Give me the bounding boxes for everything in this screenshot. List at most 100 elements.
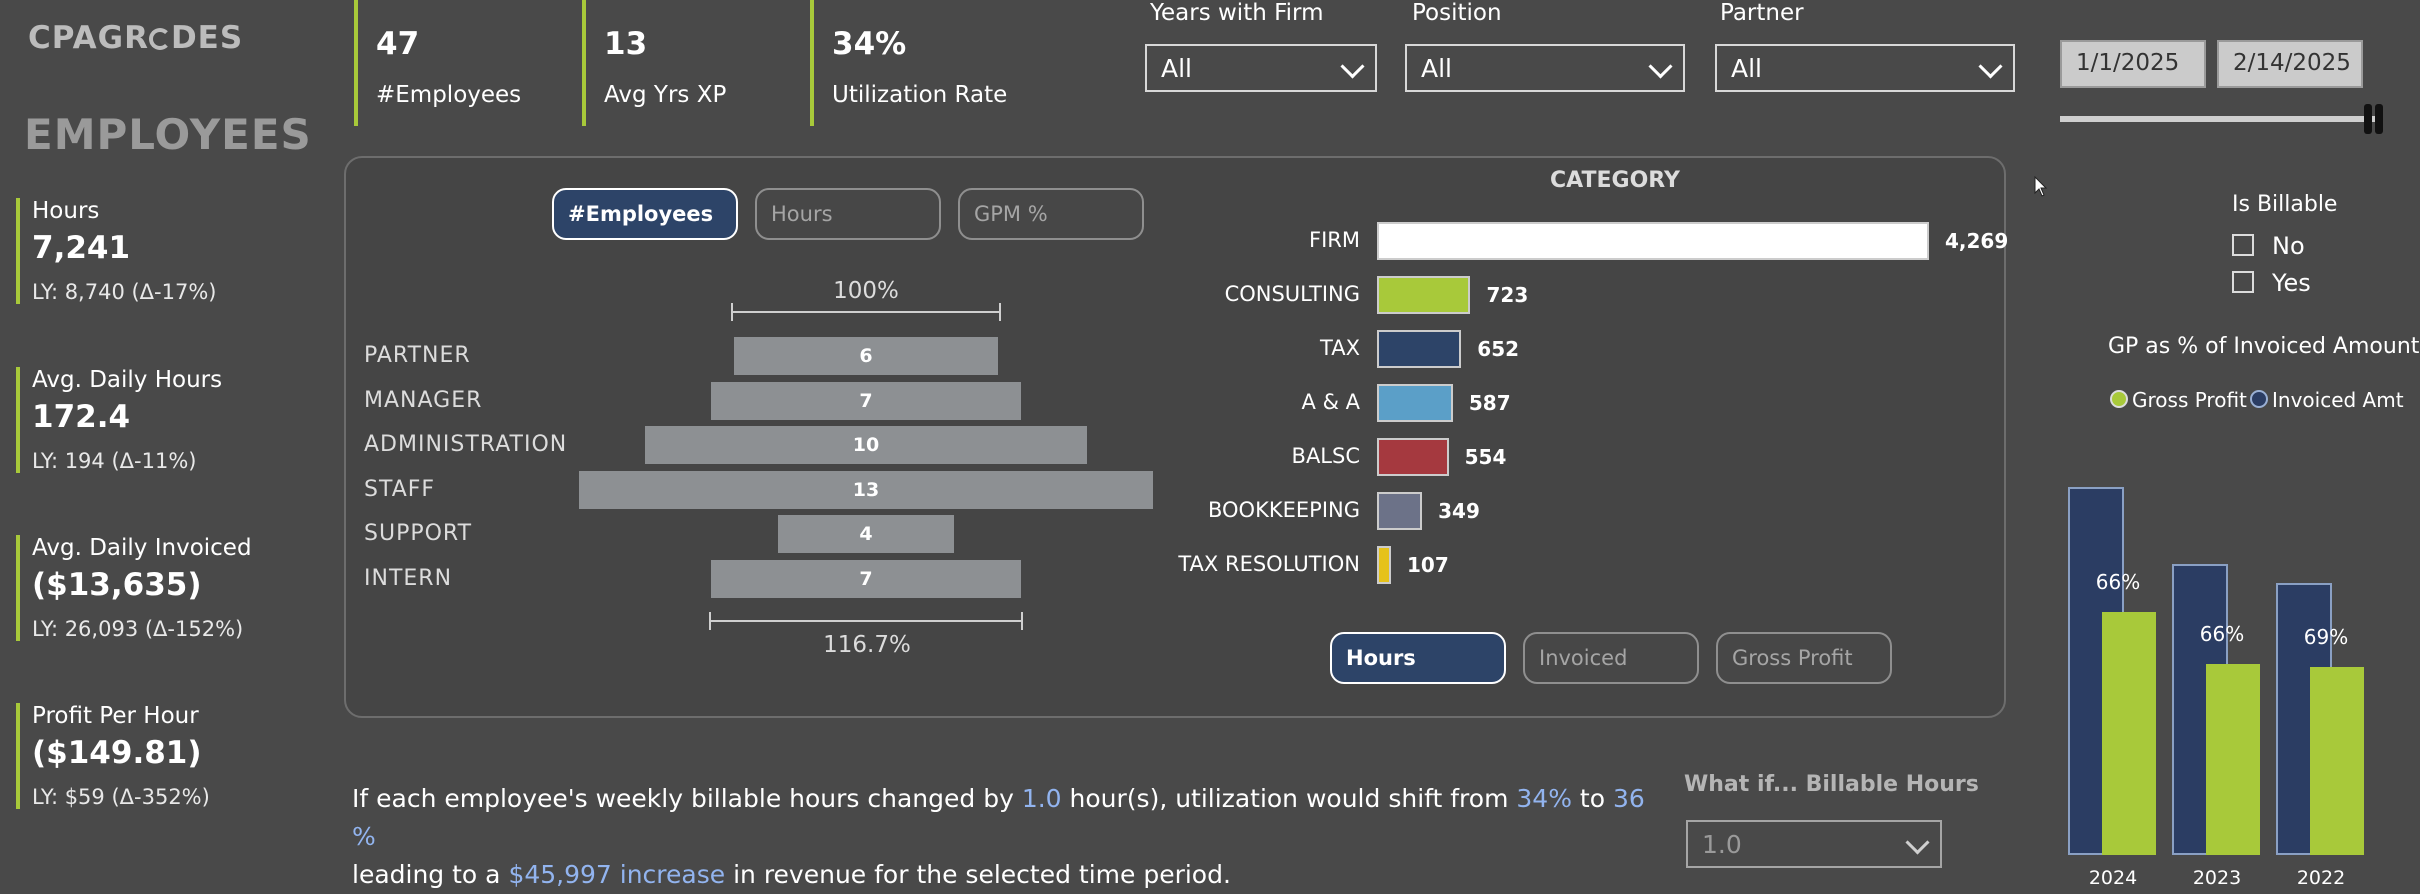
legend-invoiced-dot <box>2250 390 2268 408</box>
gp-chart-title: GP as % of Invoiced Amount <box>2108 334 2420 359</box>
funnel-row-label: MANAGER <box>364 387 483 413</box>
is-billable-no-label: No <box>2272 232 2305 260</box>
kpi-hours: Hours 7,241 LY: 8,740 (Δ-17%) <box>16 198 326 304</box>
card-value: 47 <box>376 26 420 62</box>
partner-dropdown[interactable]: All <box>1715 44 2015 92</box>
category-row-label: TAX <box>1320 336 1360 360</box>
card-label: #Employees <box>376 82 522 108</box>
end-date-input[interactable]: 2/14/2025 <box>2217 40 2363 88</box>
chevron-down-icon <box>1648 54 1673 79</box>
kpi-ly: LY: 194 (Δ-11%) <box>32 449 197 473</box>
category-value-label: 349 <box>1438 499 1480 523</box>
funnel-bar[interactable]: 7 <box>711 560 1021 598</box>
gp-percent-label: 66% <box>2095 570 2141 595</box>
logo: CPAGR DES <box>28 20 244 56</box>
date-slider-handle-right[interactable] <box>2375 104 2383 134</box>
funnel-row-label: PARTNER <box>364 343 471 368</box>
kpi-ly: LY: $59 (Δ-352%) <box>32 785 210 809</box>
funnel-row-label: INTERN <box>364 566 453 591</box>
whatif-billable-hours-dropdown[interactable]: 1.0 <box>1686 820 1942 868</box>
category-row-label: CONSULTING <box>1224 282 1360 306</box>
gp-year-label: 2022 <box>2296 867 2346 889</box>
toggle-cat-gross-profit-button[interactable]: Gross Profit <box>1716 632 1892 684</box>
funnel-top-bracket <box>731 303 1001 321</box>
funnel-row-label: ADMINISTRATION <box>364 432 568 458</box>
is-billable-no-checkbox[interactable] <box>2232 234 2254 256</box>
page-title: EMPLOYEES <box>24 110 312 159</box>
years-with-firm-dropdown[interactable]: All <box>1145 44 1377 92</box>
card-label: Utilization Rate <box>832 82 1008 108</box>
card-utilization-rate: 34% Utilization Rate <box>810 0 1050 126</box>
mouse-cursor-icon <box>2034 176 2048 197</box>
category-bar[interactable] <box>1377 546 1391 584</box>
legend-gross-profit-label: Gross Profit <box>2132 388 2247 412</box>
category-row-label: BALSC <box>1291 444 1360 468</box>
whatif-narrative: If each employee's weekly billable hours… <box>352 784 1645 889</box>
category-row-label: BOOKKEEPING <box>1207 498 1360 522</box>
gp-profit-bar[interactable] <box>2102 612 2156 855</box>
category-bar[interactable] <box>1377 330 1462 368</box>
chevron-down-icon <box>1978 54 2003 79</box>
category-value-label: 4,269 <box>1945 229 2009 253</box>
toggle-cat-hours-button[interactable]: Hours <box>1330 632 1506 684</box>
is-billable-yes-checkbox[interactable] <box>2232 271 2254 293</box>
category-row-label: A & A <box>1301 390 1360 414</box>
category-row-label: TAX RESOLUTION <box>1178 552 1360 576</box>
slicer-label-years: Years with Firm <box>1150 0 1324 26</box>
funnel-row-label: STAFF <box>364 476 436 502</box>
position-dropdown[interactable]: All <box>1405 44 1685 92</box>
category-row-label: FIRM <box>1309 228 1360 252</box>
toggle-employees-button[interactable]: #Employees <box>552 188 738 240</box>
category-bar[interactable] <box>1377 492 1423 530</box>
kpi-value: 172.4 <box>32 399 131 435</box>
kpi-avg-daily-invoiced: Avg. Daily Invoiced ($13,635) LY: 26,093… <box>16 535 326 641</box>
category-title: CATEGORY <box>1550 168 1680 193</box>
funnel-bar[interactable]: 7 <box>711 381 1021 420</box>
kpi-value: ($13,635) <box>32 567 202 603</box>
logo-ring-icon <box>148 28 171 50</box>
kpi-value: ($149.81) <box>32 735 202 771</box>
date-range-slider-track[interactable] <box>2060 116 2378 122</box>
gp-year-label: 2023 <box>2192 867 2242 889</box>
is-billable-yes-label: Yes <box>2272 269 2311 297</box>
category-value-label: 723 <box>1486 283 1529 307</box>
gp-percent-label: 69% <box>2303 625 2349 650</box>
funnel-bar[interactable]: 4 <box>777 515 955 554</box>
chevron-down-icon <box>1905 830 1930 855</box>
toggle-cat-invoiced-button[interactable]: Invoiced <box>1523 632 1699 684</box>
funnel-bar[interactable]: 13 <box>579 470 1153 509</box>
card-employees: 47 #Employees <box>354 0 570 126</box>
category-bar[interactable] <box>1377 438 1449 476</box>
category-value-label: 554 <box>1464 445 1507 469</box>
kpi-label: Avg. Daily Hours <box>32 367 223 393</box>
card-value: 13 <box>604 26 648 62</box>
category-value-label: 587 <box>1468 391 1511 415</box>
category-value-label: 107 <box>1407 553 1449 577</box>
funnel-bottom-caption: 116.7% <box>823 632 911 658</box>
card-value: 34% <box>832 26 907 62</box>
category-bar[interactable] <box>1377 276 1471 314</box>
whatif-slicer-label: What if... Billable Hours <box>1684 772 1979 797</box>
date-slider-handle-left[interactable] <box>2364 104 2372 134</box>
toggle-gpm-button[interactable]: GPM % <box>958 188 1144 240</box>
kpi-avg-daily-hours: Avg. Daily Hours 172.4 LY: 194 (Δ-11%) <box>16 367 326 473</box>
legend-gross-profit-dot <box>2110 390 2128 408</box>
funnel-bar[interactable]: 6 <box>733 337 999 375</box>
toggle-hours-button[interactable]: Hours <box>755 188 941 240</box>
legend-invoiced-label: Invoiced Amt <box>2272 388 2404 412</box>
funnel-bar[interactable]: 10 <box>645 426 1087 465</box>
kpi-value: 7,241 <box>32 230 131 266</box>
funnel-top-caption: 100% <box>833 278 899 304</box>
kpi-label: Hours <box>32 198 100 224</box>
kpi-ly: LY: 26,093 (Δ-152%) <box>32 617 244 641</box>
start-date-input[interactable]: 1/1/2025 <box>2060 40 2206 88</box>
funnel-row-label: SUPPORT <box>364 521 473 547</box>
category-value-label: 652 <box>1477 337 1520 361</box>
category-bar[interactable] <box>1377 222 1929 260</box>
gp-profit-bar[interactable] <box>2310 667 2364 855</box>
kpi-label: Profit Per Hour <box>32 703 199 729</box>
category-bar[interactable] <box>1377 384 1453 422</box>
gp-year-label: 2024 <box>2088 867 2138 889</box>
funnel-bottom-bracket <box>709 612 1023 630</box>
gp-profit-bar[interactable] <box>2206 663 2260 855</box>
